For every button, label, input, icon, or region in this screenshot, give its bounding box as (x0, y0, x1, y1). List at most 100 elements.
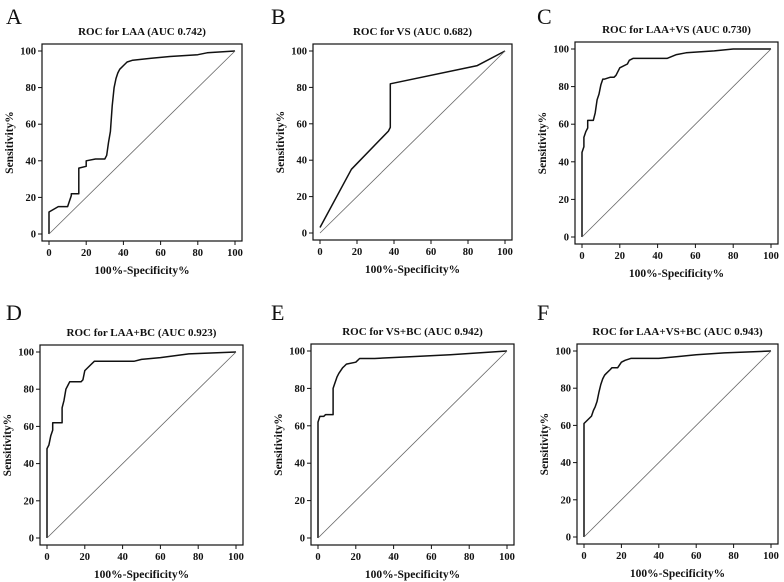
plot-frame-b (312, 43, 513, 241)
x-tick-label-a-4: 80 (193, 248, 204, 259)
x-tick-label-c-3: 60 (690, 251, 701, 262)
y-axis-label-b: Sensitivity% (275, 111, 287, 174)
x-axis-label-b: 100%-Specificity% (365, 264, 460, 276)
y-tick-label-d-4: 80 (24, 385, 35, 396)
y-tick-label-a-5: 100 (20, 47, 36, 58)
y-tick-label-e-5: 100 (289, 347, 305, 358)
x-tick-label-c-1: 20 (615, 251, 626, 262)
y-axis-label-c: Sensitivity% (537, 112, 549, 175)
reference-line-c (581, 48, 772, 238)
x-tick-label-d-4: 80 (193, 552, 204, 563)
y-tick-label-b-0: 0 (302, 229, 307, 240)
chart-title-d: ROC for LAA+BC (AUC 0.923) (67, 327, 217, 339)
chart-title-c: ROC for LAA+VS (AUC 0.730) (602, 24, 751, 36)
panel-a: A ROC for LAA (AUC 0.742) 00 20 20 40 40 60 60 80… (4, 4, 243, 277)
y-tick-label-e-0: 0 (300, 534, 305, 545)
x-tick-label-f-5: 100 (763, 551, 779, 562)
x-tick-label-b-0: 0 (317, 247, 322, 258)
x-tick-label-a-0: 0 (46, 248, 51, 259)
y-tick-label-d-3: 60 (24, 422, 35, 433)
x-tick-label-a-2: 40 (118, 248, 129, 259)
x-tick-label-c-0: 0 (579, 251, 584, 262)
plot-frame-a (41, 43, 243, 242)
roc-curve-c (581, 48, 771, 237)
y-tick-label-c-0: 0 (564, 233, 569, 244)
x-tick-label-e-4: 80 (464, 552, 475, 563)
y-tick-label-e-2: 40 (295, 459, 306, 470)
x-tick-label-b-1: 20 (352, 247, 363, 258)
y-tick-label-b-2: 40 (297, 156, 308, 167)
x-tick-label-c-5: 100 (763, 251, 779, 262)
y-axis-label-f: Sensitivity% (539, 413, 551, 476)
x-tick-label-b-4: 80 (463, 247, 474, 258)
y-tick-label-e-3: 60 (295, 421, 306, 432)
panel-letter-c: C (537, 4, 552, 29)
reference-line-e (317, 350, 508, 539)
y-tick-label-a-0: 0 (31, 230, 36, 241)
chart-title-a: ROC for LAA (AUC 0.742) (78, 26, 206, 38)
x-tick-label-e-2: 40 (388, 552, 399, 563)
x-tick-label-c-2: 40 (652, 251, 663, 262)
reference-line-d (46, 351, 237, 539)
x-tick-label-d-2: 40 (117, 552, 128, 563)
y-tick-label-a-4: 80 (26, 83, 37, 94)
y-tick-label-b-1: 20 (297, 192, 308, 203)
y-tick-label-d-2: 40 (24, 459, 35, 470)
chart-title-b: ROC for VS (AUC 0.682) (353, 26, 472, 38)
y-tick-label-e-1: 20 (295, 496, 306, 507)
y-tick-label-d-1: 20 (24, 496, 35, 507)
y-tick-label-f-2: 40 (561, 458, 572, 469)
y-axis-label-a: Sensitivity% (4, 111, 16, 174)
panel-e: E ROC for VS+BC (AUC 0.942) 00 20 20 40 40 60 60… (271, 300, 515, 581)
plot-frame-d (39, 344, 244, 546)
y-tick-label-f-3: 60 (561, 421, 572, 432)
x-tick-label-c-4: 80 (728, 251, 739, 262)
y-tick-label-b-4: 80 (297, 83, 308, 94)
roc-curve-e (317, 350, 508, 538)
x-tick-label-e-0: 0 (315, 552, 320, 563)
y-tick-label-a-1: 20 (26, 193, 37, 204)
x-axis-label-a: 100%-Specificity% (94, 265, 189, 277)
y-tick-label-f-0: 0 (566, 533, 571, 544)
roc-curve-f (583, 350, 772, 537)
panel-c: C ROC for LAA+VS (AUC 0.730) 00 20 20 40 40 60 6… (537, 4, 779, 280)
y-tick-label-c-3: 60 (559, 120, 570, 131)
y-tick-label-d-0: 0 (29, 534, 34, 545)
roc-curve-b (319, 50, 506, 228)
chart-title-f: ROC for LAA+VS+BC (AUC 0.943) (592, 326, 763, 338)
roc-curve-a (48, 50, 236, 234)
x-tick-label-b-2: 40 (389, 247, 400, 258)
x-tick-label-e-1: 20 (351, 552, 362, 563)
x-tick-label-a-3: 60 (155, 248, 166, 259)
panel-d: D ROC for LAA+BC (AUC 0.923) 00 20 20 40 40 60 6… (2, 300, 244, 581)
x-axis-label-c: 100%-Specificity% (629, 268, 724, 280)
y-tick-label-f-5: 100 (555, 347, 571, 358)
reference-line-a (48, 50, 236, 235)
plot-frame-c (574, 41, 779, 245)
x-tick-label-f-1: 20 (616, 551, 627, 562)
x-tick-label-e-5: 100 (499, 552, 515, 563)
panel-b: B ROC for VS (AUC 0.682) 00 20 20 40 40 60 60 80 8… (271, 4, 513, 276)
y-tick-label-a-3: 60 (26, 120, 37, 131)
reference-line-f (583, 350, 772, 538)
y-axis-label-e: Sensitivity% (273, 413, 285, 476)
y-tick-label-e-4: 80 (295, 384, 306, 395)
x-axis-label-d: 100%-Specificity% (94, 569, 189, 581)
panel-letter-a: A (6, 4, 22, 29)
y-tick-label-b-3: 60 (297, 119, 308, 130)
panel-letter-e: E (271, 300, 284, 325)
x-tick-label-f-2: 40 (654, 551, 665, 562)
x-tick-label-a-1: 20 (81, 248, 92, 259)
x-tick-label-f-3: 60 (691, 551, 702, 562)
plot-frame-e (310, 343, 515, 546)
y-axis-label-d: Sensitivity% (2, 414, 14, 477)
roc-curve-d (46, 351, 237, 538)
y-tick-label-c-5: 100 (553, 45, 569, 56)
panel-letter-d: D (6, 300, 22, 325)
y-tick-label-a-2: 40 (26, 156, 37, 167)
y-tick-label-c-2: 40 (559, 157, 570, 168)
panel-letter-b: B (271, 4, 286, 29)
reference-line-b (319, 50, 506, 234)
x-tick-label-b-5: 100 (497, 247, 513, 258)
